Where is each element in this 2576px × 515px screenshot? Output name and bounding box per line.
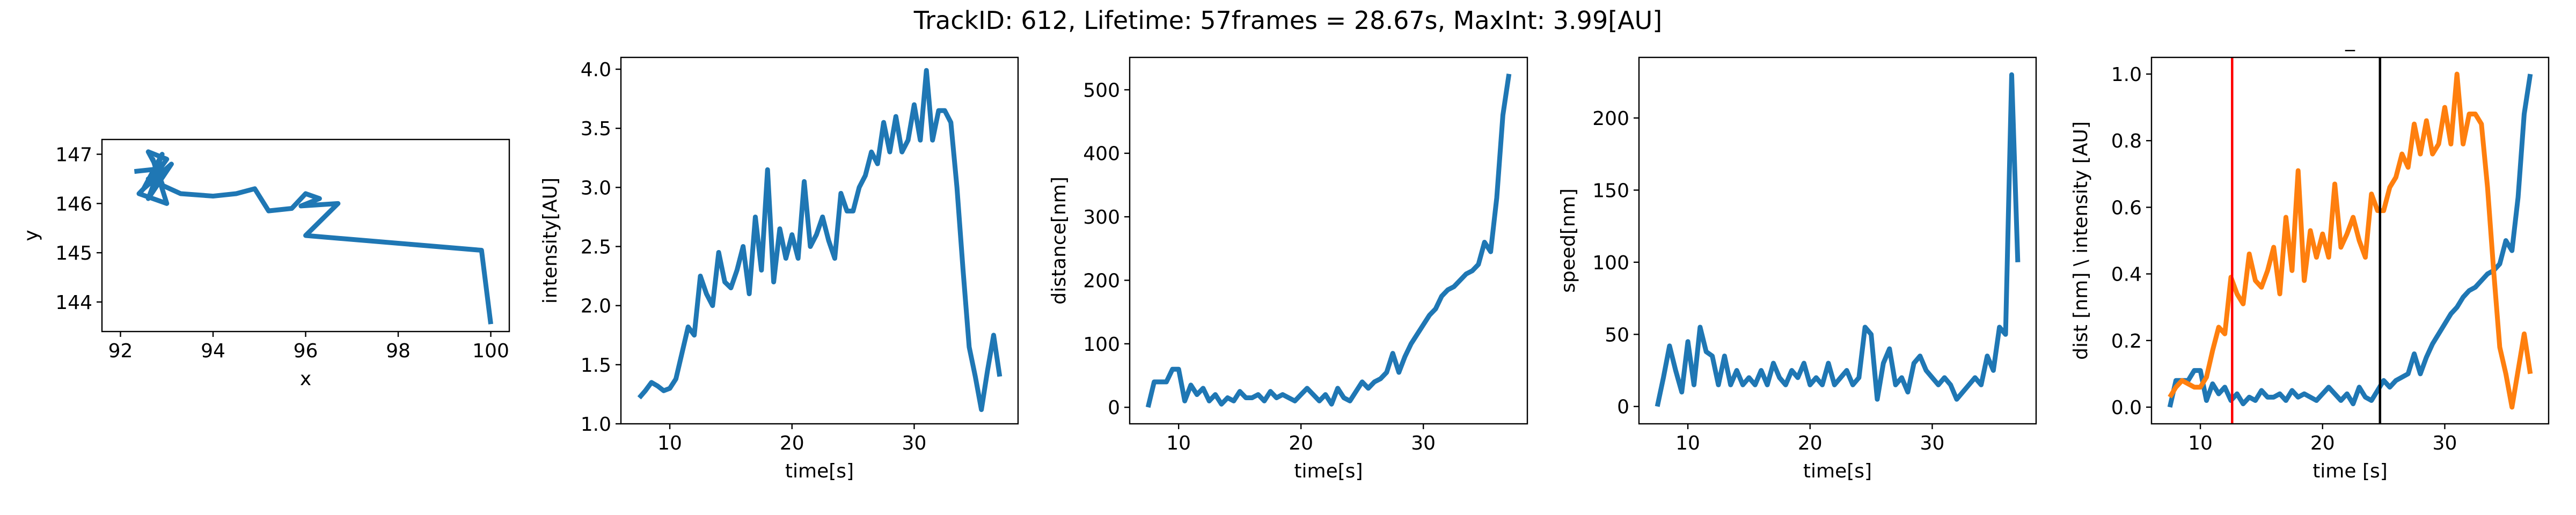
- y-tick-label: 4.0: [581, 59, 611, 81]
- y-axis-label: distance[nm]: [1048, 176, 1070, 305]
- y-tick-label: 2.0: [581, 296, 611, 318]
- y-tick-label: 146: [55, 193, 92, 215]
- data-line: [637, 68, 1002, 413]
- plot-area: [2151, 57, 2549, 424]
- y-tick-label: 3.0: [581, 177, 611, 199]
- x-axis-label: time[s]: [1294, 460, 1363, 482]
- y-tick-label: 0.8: [2111, 130, 2142, 152]
- x-axis-label: time[s]: [1803, 460, 1872, 482]
- y-tick-label: 100: [1083, 334, 1120, 356]
- x-tick-label: 92: [108, 340, 133, 362]
- x-tick-label: 30: [1920, 432, 1945, 454]
- y-tick-label: 1.5: [581, 355, 611, 377]
- y-tick-label: 1.0: [581, 414, 611, 436]
- y-tick-label: 300: [1083, 207, 1120, 229]
- y-tick-label: 2.5: [581, 237, 611, 259]
- subplot: 10 20 30 0.0 0.2 0.4 0.6 0.8 1.0 time [s] dist [nm…: [2070, 30, 2550, 482]
- x-tick-label: 30: [902, 432, 927, 454]
- data-line: [1145, 73, 1512, 408]
- x-tick-label: 20: [2310, 432, 2335, 454]
- x-tick-label: 96: [294, 340, 318, 362]
- x-axis-label: time[s]: [785, 460, 854, 482]
- data-line: [1655, 72, 2021, 407]
- axes-frame: [1129, 56, 1528, 425]
- y-tick-label: 144: [55, 292, 92, 314]
- axes-frame: [1638, 56, 2037, 425]
- y-tick-label: 0: [1617, 396, 1629, 418]
- data-line: [2167, 73, 2533, 408]
- y-tick-label: 500: [1083, 79, 1120, 101]
- y-tick-label: 100: [1592, 252, 1629, 274]
- x-tick-label: 98: [386, 340, 411, 362]
- y-tick-label: 1.0: [2111, 64, 2142, 86]
- x-tick-label: 20: [780, 432, 804, 454]
- subplot-title: _: [2345, 30, 2355, 52]
- y-tick-label: 3.5: [581, 118, 611, 140]
- y-axis-label: y: [20, 230, 42, 241]
- x-tick-label: 10: [1675, 432, 1700, 454]
- y-tick-label: 50: [1605, 324, 1629, 346]
- x-tick-label: 94: [201, 340, 225, 362]
- subplot: 10 20 30 1.0 1.5 2.0 2.5 3.0 3.5 4.0 time[s] intens…: [539, 56, 1019, 482]
- data-line: [2168, 71, 2533, 410]
- figure-title: TrackID: 612, Lifetime: 57frames = 28.67…: [913, 6, 1663, 35]
- y-axis-label: speed[nm]: [1557, 188, 1579, 293]
- y-tick-label: 200: [1083, 270, 1120, 292]
- y-tick-label: 150: [1592, 180, 1629, 202]
- y-tick-label: 145: [55, 242, 92, 264]
- x-axis-label: x: [300, 368, 311, 390]
- x-tick-label: 10: [657, 432, 682, 454]
- y-tick-label: 0.4: [2111, 264, 2142, 286]
- plot-area: [621, 57, 1018, 424]
- y-tick-label: 0.2: [2111, 330, 2142, 352]
- axes-frame: [2150, 56, 2550, 425]
- y-tick-label: 0.6: [2111, 197, 2142, 219]
- plot-area: [1639, 57, 2036, 424]
- x-tick-label: 100: [472, 340, 509, 362]
- axes-frame: [620, 56, 1019, 425]
- y-tick-label: 147: [55, 144, 92, 166]
- x-tick-label: 10: [2188, 432, 2213, 454]
- subplot: 92 94 96 98 100 144 145 146 147 x y: [20, 138, 510, 390]
- y-tick-label: 400: [1083, 143, 1120, 165]
- x-tick-label: 30: [1411, 432, 1436, 454]
- x-tick-label: 10: [1166, 432, 1191, 454]
- data-line: [134, 149, 493, 325]
- x-tick-label: 30: [2433, 432, 2457, 454]
- y-axis-label: intensity[AU]: [539, 178, 561, 304]
- y-axis-label: dist [nm] \ intensity [AU]: [2070, 121, 2092, 360]
- subplot: 10 20 300100200300400500time[s]distance[nm…: [1048, 56, 1528, 482]
- y-tick-label: 200: [1592, 108, 1629, 130]
- subplot: 10 20 30 0 50 100 150 200 time[s] speed[nm]: [1557, 56, 2037, 482]
- plot-area: [1130, 57, 1527, 424]
- x-tick-label: 20: [1798, 432, 1823, 454]
- x-tick-label: 20: [1289, 432, 1313, 454]
- y-tick-label: 0: [1108, 397, 1120, 419]
- y-tick-label: 0.0: [2111, 397, 2142, 419]
- x-axis-label: time [s]: [2312, 460, 2388, 482]
